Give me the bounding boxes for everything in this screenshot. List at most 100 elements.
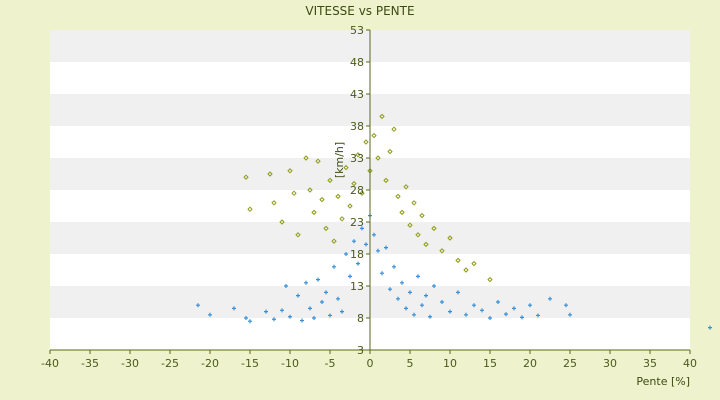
data-point — [351, 180, 357, 187]
data-point — [244, 316, 248, 320]
y-tick-label: 23 — [350, 216, 364, 229]
data-point — [196, 303, 200, 308]
y-tick-label: 13 — [350, 280, 364, 293]
x-tick-label: 15 — [483, 357, 497, 370]
y-axis-label: [km/h] — [333, 142, 346, 178]
data-point — [344, 252, 348, 256]
data-point — [264, 309, 268, 314]
data-point — [407, 222, 413, 228]
y-tick-label: 8 — [357, 312, 364, 325]
x-tick-label: 5 — [407, 357, 414, 370]
data-point — [307, 187, 313, 193]
data-point — [396, 296, 400, 301]
data-point — [320, 300, 324, 304]
data-point — [279, 219, 285, 225]
data-point — [708, 325, 712, 330]
data-point — [423, 241, 429, 248]
y-tick-label: 43 — [350, 88, 364, 101]
data-point — [440, 300, 444, 304]
data-point — [448, 309, 452, 314]
x-tick-label: 25 — [563, 357, 577, 370]
data-point — [287, 168, 293, 174]
x-tick-label: -35 — [81, 357, 99, 370]
series-2 — [243, 113, 493, 283]
data-point — [284, 284, 288, 288]
data-point — [471, 260, 477, 267]
data-point — [400, 280, 404, 285]
data-point — [364, 242, 368, 247]
data-point — [488, 316, 492, 320]
data-point — [331, 238, 337, 244]
data-point — [392, 264, 396, 269]
data-point — [328, 313, 332, 318]
data-point — [487, 276, 493, 283]
y-tick-label: 18 — [350, 248, 364, 261]
x-tick-label: -10 — [281, 357, 299, 370]
x-tick-label: -20 — [201, 357, 219, 370]
data-point — [388, 287, 392, 292]
data-point — [303, 155, 309, 161]
data-point — [447, 235, 453, 241]
data-point — [424, 293, 428, 298]
data-point — [520, 315, 524, 320]
data-point — [312, 316, 316, 320]
data-point — [327, 177, 333, 184]
x-tick-labels: -40 -35 -30 -25 -20 -15 -10 -5 0 5 10 15 20 25 30 35 40 — [41, 350, 697, 370]
data-point — [432, 284, 436, 288]
x-tick-label: 40 — [683, 357, 697, 370]
data-point — [300, 318, 304, 323]
x-tick-label: 20 — [523, 357, 537, 370]
data-point — [415, 232, 421, 238]
data-point — [568, 312, 572, 317]
data-point — [332, 264, 336, 269]
data-point — [360, 226, 364, 231]
data-point — [536, 313, 540, 318]
data-point — [232, 306, 236, 311]
data-point — [480, 308, 484, 313]
data-point — [356, 261, 360, 266]
y-tick-label: 3 — [357, 344, 364, 357]
data-point — [504, 312, 508, 317]
data-point — [308, 306, 312, 311]
data-point — [420, 303, 424, 308]
x-tick-label: 30 — [603, 357, 617, 370]
data-point — [455, 257, 461, 264]
data-point — [340, 309, 344, 314]
data-point — [376, 248, 380, 253]
y-tick-label: 33 — [350, 152, 364, 165]
y-tick-label: 53 — [350, 24, 364, 37]
data-point — [463, 267, 469, 273]
data-point — [324, 290, 328, 295]
data-point — [419, 212, 425, 219]
x-tick-label: -15 — [241, 357, 259, 370]
data-point — [428, 314, 432, 319]
data-point — [323, 225, 329, 232]
data-point — [315, 158, 321, 164]
data-point — [208, 312, 212, 317]
data-point — [404, 306, 408, 311]
data-point — [431, 225, 437, 232]
x-tick-label: 0 — [367, 357, 374, 370]
data-point — [267, 171, 273, 177]
data-point — [372, 232, 376, 237]
data-point — [288, 314, 292, 319]
data-point — [363, 139, 369, 145]
data-point — [348, 274, 352, 279]
data-point — [375, 155, 381, 161]
data-point — [464, 312, 468, 317]
x-axis-label: Pente [%] — [636, 375, 690, 388]
chart-title: VITESSE vs PENTE — [305, 4, 414, 18]
data-point — [383, 177, 389, 184]
y-tick-label: 38 — [350, 120, 364, 133]
data-point — [403, 184, 409, 190]
data-point — [384, 245, 388, 250]
data-point — [416, 274, 420, 279]
series-1 — [196, 213, 712, 330]
data-point — [411, 200, 417, 206]
data-point — [339, 216, 345, 222]
data-point — [271, 200, 277, 206]
data-point — [296, 293, 300, 298]
data-point — [304, 280, 308, 285]
